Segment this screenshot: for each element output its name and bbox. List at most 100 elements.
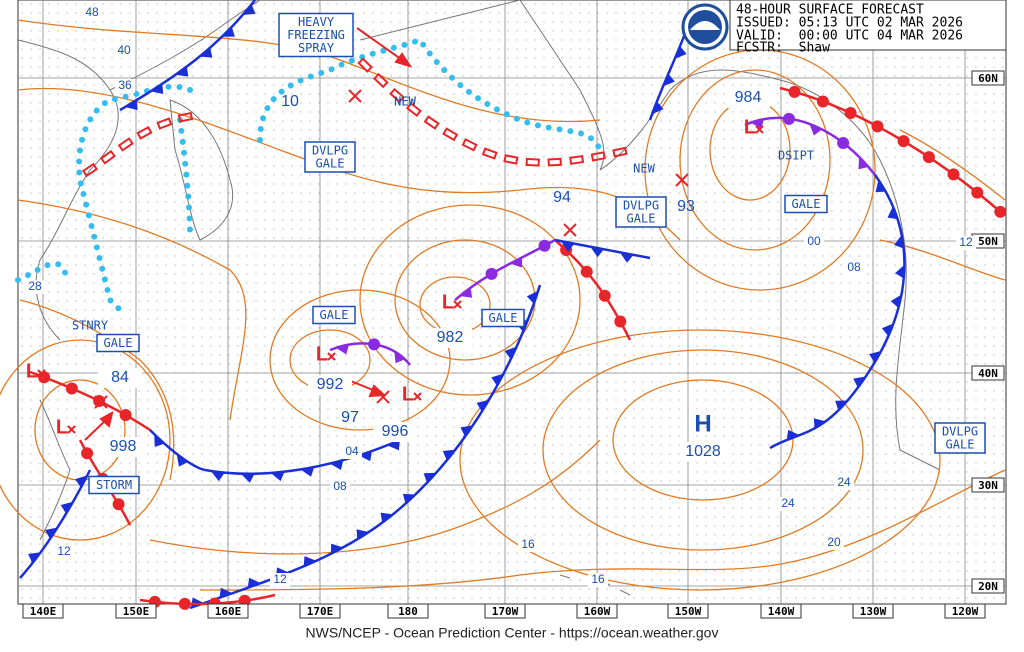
front-semicircle	[844, 107, 857, 120]
ice-box	[405, 102, 422, 117]
warning-text: GALE	[104, 336, 133, 350]
latitude-label-box	[971, 70, 1005, 86]
isobar-label-box	[804, 235, 824, 249]
front-triangle	[442, 449, 456, 461]
front-triangle	[509, 257, 523, 268]
front-semicircle	[119, 409, 132, 422]
x-mark	[348, 89, 362, 103]
warning-text: GALE	[946, 438, 975, 452]
x-mark	[675, 173, 689, 187]
warning-box	[934, 422, 986, 454]
isobar-label: 16	[521, 537, 535, 551]
warning-box	[96, 333, 140, 353]
front-triangle	[222, 26, 235, 37]
ice-box	[99, 149, 116, 165]
ice-edge	[81, 57, 628, 178]
isobar-label-box	[270, 573, 290, 587]
center-x	[37, 369, 46, 378]
front-triangle	[330, 543, 344, 554]
front-triangle	[125, 99, 138, 111]
coastline	[39, 399, 71, 541]
warning-text: HEAVY	[298, 15, 335, 29]
front-semicircle	[837, 136, 850, 149]
front-semicircle	[112, 498, 125, 511]
front-triangle	[491, 373, 504, 386]
ice-box	[503, 154, 519, 165]
isobar-label-box	[956, 236, 976, 250]
front-triangle	[423, 472, 437, 483]
front-triangle	[356, 529, 369, 540]
future-positions	[94, 89, 689, 409]
isobar-label: 24	[781, 496, 795, 510]
front-triangle	[786, 429, 800, 440]
front-triangle	[45, 527, 58, 539]
pressure-box	[681, 442, 725, 462]
pressure-box	[373, 422, 417, 442]
warning-text: STORM	[96, 478, 132, 492]
low-symbol: L	[316, 343, 328, 365]
latitude-label-box	[971, 477, 1005, 493]
cold-front	[204, 438, 401, 475]
isobar-label: 08	[847, 260, 861, 274]
longitude-label-box	[387, 603, 429, 619]
ice-box	[136, 125, 153, 140]
center-x	[453, 300, 462, 309]
pressure-box	[98, 368, 142, 388]
isobar	[17, 199, 247, 421]
warning-text: FREEZING	[287, 28, 345, 42]
front-triangle	[175, 66, 189, 77]
central-pressure: 1028	[685, 443, 721, 460]
ice-box	[373, 72, 389, 89]
front-triangle	[60, 501, 74, 514]
ice-box	[177, 111, 194, 123]
warning-box	[88, 475, 140, 495]
central-pressure: 982	[437, 329, 464, 346]
front-triangle	[394, 350, 405, 364]
front-semicircle	[81, 447, 94, 460]
front-triangle	[890, 294, 902, 308]
front-triangle	[210, 471, 225, 482]
isobar	[359, 204, 581, 396]
coastline	[169, 99, 234, 241]
isobar-label: 04	[345, 444, 359, 458]
isobar	[19, 299, 175, 481]
ice-box	[117, 137, 134, 152]
longitude-label: 150W	[675, 605, 702, 618]
freezing-spray-boundary	[177, 117, 193, 243]
isobar	[899, 129, 1006, 201]
longitude-label: 150E	[123, 605, 150, 618]
longitude-label-box	[207, 603, 249, 619]
front-triangle	[895, 264, 905, 279]
longitude-label: 170W	[492, 605, 519, 618]
front-triangle	[887, 206, 898, 220]
front-triangle	[750, 119, 764, 130]
low-symbol: L	[402, 383, 414, 405]
front-triangle	[875, 179, 886, 193]
center-x	[67, 425, 76, 434]
warning-text: DVLPG	[623, 199, 659, 213]
isobar-label: 40	[117, 43, 131, 57]
front-triangle	[459, 287, 473, 298]
isobar-label-box	[834, 476, 854, 490]
front-triangle	[28, 552, 41, 564]
front-triangle	[835, 400, 848, 411]
front-triangle	[402, 493, 416, 504]
ice-box	[481, 147, 498, 160]
front-triangle	[476, 399, 490, 412]
longitude-label-box	[484, 603, 526, 619]
longitude-label: 180	[398, 605, 418, 618]
warning-text: DVLPG	[942, 425, 978, 439]
isobar	[542, 349, 864, 551]
front-semicircle	[994, 205, 1007, 218]
freezing-spray-boundary	[15, 260, 73, 283]
ice-box	[525, 157, 540, 167]
pressure-box	[428, 328, 472, 348]
latitude-label-box	[971, 578, 1005, 594]
low-symbol: L	[442, 291, 454, 313]
isobar-label: 12	[57, 544, 71, 558]
front-triangle	[619, 252, 634, 263]
longitude-label-box	[944, 603, 986, 619]
ice-box	[547, 157, 562, 167]
isobar-label-box	[330, 480, 350, 494]
